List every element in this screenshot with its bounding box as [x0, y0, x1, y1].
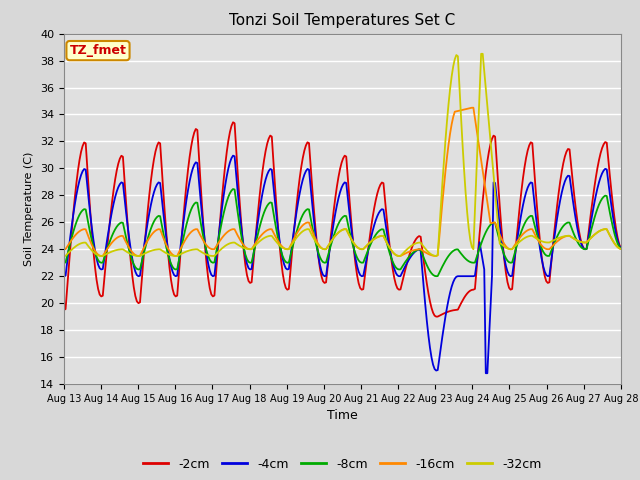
-32cm	[573, 238, 581, 243]
-8cm	[367, 240, 375, 246]
Text: TZ_fmet: TZ_fmet	[70, 44, 127, 57]
-16cm	[468, 105, 476, 110]
-4cm	[60, 273, 68, 279]
Legend: -2cm, -4cm, -8cm, -16cm, -32cm: -2cm, -4cm, -8cm, -16cm, -32cm	[138, 453, 547, 476]
-16cm	[97, 253, 105, 259]
-4cm	[229, 153, 237, 158]
Line: -2cm: -2cm	[64, 122, 640, 317]
-8cm	[60, 260, 68, 265]
-16cm	[100, 251, 108, 256]
-32cm	[60, 253, 68, 259]
-32cm	[477, 51, 485, 57]
Line: -8cm: -8cm	[64, 189, 640, 276]
-2cm	[60, 307, 68, 313]
-2cm	[80, 140, 88, 145]
-2cm	[486, 142, 494, 147]
-8cm	[229, 186, 237, 192]
Line: -16cm: -16cm	[64, 108, 640, 256]
-8cm	[486, 222, 494, 228]
-4cm	[367, 235, 375, 240]
-16cm	[60, 246, 68, 252]
-4cm	[99, 266, 107, 272]
-32cm	[485, 120, 493, 126]
-2cm	[575, 228, 582, 233]
Line: -32cm: -32cm	[64, 54, 640, 256]
-8cm	[433, 273, 440, 279]
-8cm	[575, 241, 582, 247]
-32cm	[80, 240, 88, 245]
-16cm	[367, 239, 375, 244]
Line: -4cm: -4cm	[64, 156, 640, 373]
-2cm	[229, 120, 237, 125]
-2cm	[433, 314, 440, 320]
-4cm	[575, 232, 582, 238]
-32cm	[99, 253, 107, 259]
-2cm	[99, 293, 107, 299]
-4cm	[80, 166, 88, 172]
-8cm	[80, 206, 88, 212]
-4cm	[482, 371, 490, 376]
Y-axis label: Soil Temperature (C): Soil Temperature (C)	[24, 152, 35, 266]
-2cm	[367, 225, 375, 231]
-4cm	[486, 306, 494, 312]
X-axis label: Time: Time	[327, 409, 358, 422]
-16cm	[575, 239, 582, 244]
-32cm	[365, 240, 373, 246]
-16cm	[80, 226, 88, 232]
Title: Tonzi Soil Temperatures Set C: Tonzi Soil Temperatures Set C	[229, 13, 456, 28]
-16cm	[486, 220, 494, 226]
-8cm	[99, 260, 107, 265]
